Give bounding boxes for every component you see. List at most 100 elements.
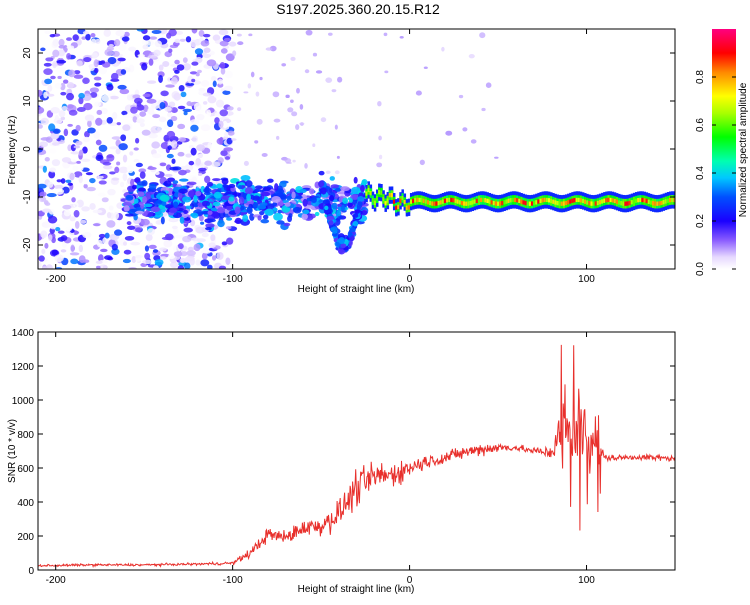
spectrogram-cell: [56, 59, 67, 64]
spectrogram-cell: [142, 259, 153, 265]
spectrogram-cell: [419, 159, 425, 166]
spectrogram-cell: [615, 199, 619, 204]
snr-x-ticks: -200 -100 0 100: [46, 332, 595, 586]
spectrogram-cell: [210, 75, 217, 82]
spectrogram-cell: [167, 254, 176, 260]
spectrogram-cell: [135, 162, 143, 168]
spectrogram-cell: [148, 133, 158, 139]
spectrogram-cell: [322, 199, 330, 205]
spectrogram-cell: [226, 217, 233, 221]
spectrogram-cell: [159, 101, 166, 110]
spectrogram-cell: [56, 179, 62, 183]
spectrogram-cell: [123, 205, 130, 212]
spectrogram-cell: [373, 200, 377, 206]
spectrogram-cell: [147, 227, 155, 236]
spectrogram-cell: [560, 201, 564, 206]
spectrogram-cell: [632, 199, 636, 204]
spectrogram-cell: [219, 136, 224, 145]
spectrogram-cell: [259, 76, 263, 81]
spectrogram-cell: [82, 136, 91, 143]
y-tick-label: 0: [22, 146, 33, 152]
spectrogram-y-label: Frequency (Hz): [7, 116, 18, 185]
spectrogram-cell: [89, 202, 96, 210]
spectrogram-cell: [278, 200, 284, 206]
colorbar-tick-label: 0.8: [695, 70, 706, 84]
spectrogram-cell: [83, 183, 88, 189]
spectrogram-cell: [118, 44, 127, 51]
y-tick-label: 1400: [12, 328, 35, 339]
spectrogram-cell: [83, 102, 93, 111]
spectrogram-cell: [435, 201, 438, 206]
spectrogram-cell: [201, 232, 209, 238]
spectrogram-cell: [205, 227, 212, 231]
spectrogram-cell: [556, 200, 559, 206]
spectrogram-cell: [228, 196, 235, 202]
spectrogram-cell: [93, 76, 102, 81]
spectrogram-cell: [448, 197, 451, 203]
spectrogram-cell: [185, 36, 192, 43]
spectrogram-cell: [581, 198, 585, 204]
spectrogram-cell: [159, 256, 167, 260]
spectrogram-cell: [111, 136, 122, 140]
spectrogram-cell: [205, 201, 211, 206]
spectrogram-cell: [76, 60, 83, 67]
spectrogram-cell: [558, 201, 562, 206]
spectrogram-cell: [202, 92, 212, 97]
spectrogram-cell: [171, 225, 178, 230]
spectrogram-cell: [439, 200, 443, 205]
spectrogram-cell: [395, 205, 398, 210]
spectrogram-cell: [139, 171, 146, 179]
spectrogram-cell: [48, 234, 53, 241]
spectrogram-cell: [66, 45, 75, 50]
spectrogram-cell: [177, 243, 184, 250]
spectrogram-cell: [54, 188, 65, 195]
spectrogram-cell: [90, 33, 96, 38]
spectrogram-cell: [195, 187, 200, 192]
spectrogram-cell: [200, 259, 210, 267]
spectrogram-cell: [328, 219, 334, 226]
spectrogram-cell: [98, 66, 108, 75]
spectrogram-cell: [543, 197, 547, 203]
spectrogram-cell: [117, 84, 127, 90]
spectrogram-cell: [501, 200, 504, 206]
spectrogram-cell: [275, 188, 285, 195]
spectrogram-cell: [480, 197, 483, 203]
spectrogram-cell: [594, 201, 598, 206]
spectrogram-cell: [465, 201, 468, 206]
x-tick-label: 100: [578, 575, 595, 586]
spectrogram-cell: [185, 82, 195, 86]
spectrogram-cell: [613, 198, 617, 204]
spectrogram-cell: [195, 72, 200, 77]
spectrogram-cell: [223, 37, 231, 42]
spectrogram-cell: [76, 107, 86, 112]
spectrogram-cell: [137, 104, 145, 111]
spectrogram-cell: [147, 107, 155, 115]
spectrogram-cell: [178, 188, 188, 194]
spectrogram-cell: [332, 232, 338, 237]
spectrogram-cell: [218, 265, 227, 269]
spectrogram-cell: [106, 220, 116, 228]
spectrogram-cell: [84, 114, 95, 122]
spectrogram-cell: [175, 234, 185, 239]
spectrogram-cell: [437, 200, 441, 206]
spectrogram-cell: [552, 199, 555, 204]
spectrogram-cell: [81, 158, 91, 163]
spectrogram-cell: [106, 84, 114, 91]
spectrogram-cell: [224, 156, 231, 160]
spectrogram-cell: [645, 198, 649, 204]
spectrogram-cell: [92, 209, 103, 214]
y-tick-label: 800: [17, 430, 34, 441]
spectrogram-cell: [148, 198, 156, 203]
spectrogram-cell: [458, 94, 464, 99]
spectrogram-cell: [78, 244, 84, 253]
spectrogram-cell: [132, 94, 141, 99]
spectrogram-cell: [186, 250, 196, 256]
spectrogram-cell: [131, 255, 137, 263]
spectrogram-cell: [228, 41, 237, 47]
spectrogram-cell: [225, 53, 235, 62]
spectrogram-cell: [106, 116, 113, 124]
spectrogram-cell: [443, 198, 447, 204]
spectrogram-cell: [143, 203, 153, 208]
spectrogram-cell: [93, 67, 99, 74]
spectrogram-cell: [63, 128, 69, 137]
